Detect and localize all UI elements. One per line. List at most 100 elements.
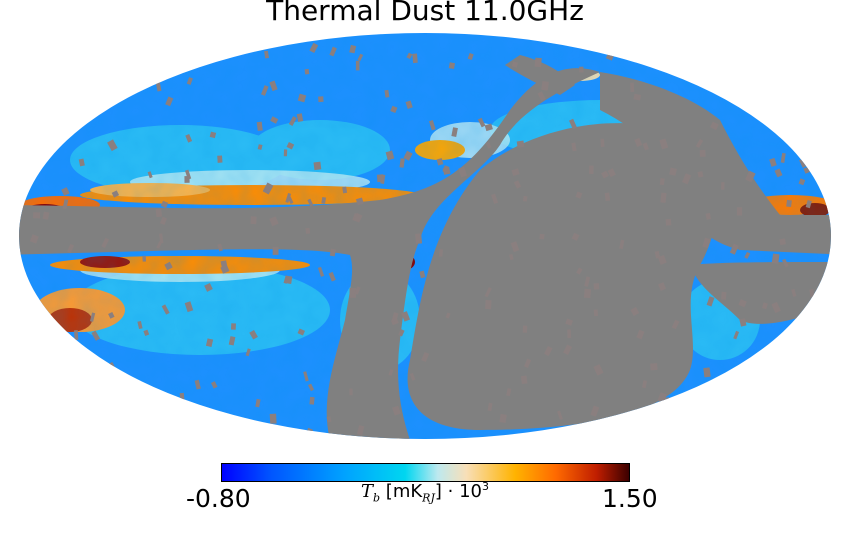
mask-speck — [448, 62, 456, 70]
mask-speck — [657, 254, 667, 265]
mask-speck — [356, 425, 365, 436]
mask-speck — [654, 250, 661, 259]
mask-speck — [733, 330, 740, 340]
mask-speck — [682, 173, 692, 185]
colorbar-label-unit-open: [mK — [380, 481, 423, 502]
mask-speck — [590, 405, 600, 417]
mask-speck — [137, 320, 143, 330]
mask-speck — [736, 207, 743, 216]
mask-speck — [269, 80, 278, 92]
mask-speck — [101, 237, 110, 248]
mask-speck — [297, 93, 307, 103]
mask-speck — [634, 137, 643, 147]
mask-speck — [409, 372, 416, 381]
mask-speck — [33, 212, 41, 219]
mask-speck — [111, 190, 120, 198]
mask-speck — [509, 253, 514, 261]
mask-speck — [774, 168, 783, 178]
mask-speck — [665, 218, 672, 226]
mask-speck — [642, 380, 647, 389]
mask-speck — [286, 142, 295, 150]
mask-speck — [541, 81, 549, 91]
mask-speck — [329, 46, 337, 57]
mask-speck — [70, 397, 80, 407]
mask-speck — [36, 341, 45, 351]
mask-speck — [703, 367, 711, 378]
mask-speck — [703, 69, 711, 76]
mask-speck — [349, 44, 357, 54]
mask-speck — [405, 100, 413, 109]
mask-speck — [108, 311, 115, 319]
mask-speck — [760, 67, 768, 78]
mask-speck — [217, 155, 223, 163]
mask-speck — [799, 158, 807, 168]
mask-speck — [326, 416, 332, 423]
mask-speck — [262, 182, 274, 195]
mask-speck — [388, 369, 394, 376]
mask-speck — [485, 300, 492, 310]
mask-speck — [392, 405, 401, 416]
mask-speck — [270, 116, 279, 124]
mask-speck — [784, 121, 792, 133]
mask-speck — [307, 198, 314, 207]
mask-speck — [812, 365, 821, 372]
mask-speck — [228, 336, 236, 346]
mask-speck — [439, 249, 443, 257]
mask-speck — [220, 264, 230, 274]
mask-speck — [758, 110, 768, 122]
mask-speck — [756, 406, 764, 414]
mask-speck — [658, 282, 667, 291]
mask-speck — [485, 141, 492, 149]
mask-speck — [513, 180, 522, 189]
mask-speck — [74, 330, 79, 340]
mask-speck — [534, 57, 542, 68]
mask-speck — [780, 152, 786, 163]
mask-speck — [415, 233, 423, 244]
mask-speck — [321, 197, 327, 204]
mask-speck — [37, 336, 44, 347]
mask-speck — [29, 234, 39, 244]
mask-speck — [607, 168, 616, 178]
mask-speck — [619, 239, 625, 250]
mask-speck — [72, 416, 82, 427]
mask-speck — [184, 301, 194, 313]
mask-speck — [318, 96, 324, 103]
mask-speck — [158, 412, 163, 421]
mask-speck — [458, 166, 467, 178]
mask-speck — [285, 193, 292, 203]
mask-speck — [738, 299, 747, 308]
mask-speck — [147, 171, 153, 179]
mask-speck — [305, 227, 311, 234]
mask-speck — [445, 312, 451, 319]
mask-speck — [702, 237, 711, 249]
mask-speck — [185, 169, 192, 180]
mask-speck — [705, 212, 711, 220]
mask-speck — [738, 402, 744, 413]
mask-speck — [353, 212, 363, 223]
mask-speck — [511, 61, 518, 68]
mask-speck — [767, 426, 773, 436]
map-title: Thermal Dust 11.0GHz — [266, 0, 584, 27]
mask-speck — [593, 364, 604, 376]
mask-speck — [771, 253, 780, 264]
mask-speck — [58, 332, 67, 341]
mask-speck — [583, 288, 592, 299]
mask-speck — [401, 311, 411, 322]
mask-speck — [747, 404, 757, 415]
mask-speck — [80, 40, 89, 50]
mask-speck — [349, 287, 357, 298]
mask-speck — [205, 338, 214, 347]
mask-speck — [576, 267, 583, 275]
colorbar-gradient — [221, 463, 630, 482]
mask-speck — [406, 52, 413, 60]
mask-speck — [741, 408, 747, 415]
mask-speck — [180, 409, 186, 417]
mask-speck — [537, 91, 546, 102]
mask-speck — [376, 174, 384, 183]
mask-speck — [78, 158, 85, 167]
mask-speck — [671, 319, 680, 330]
mask-speck — [204, 283, 213, 292]
mask-speck — [250, 216, 257, 225]
mask-speck — [697, 171, 704, 178]
mask-speck — [179, 392, 185, 401]
